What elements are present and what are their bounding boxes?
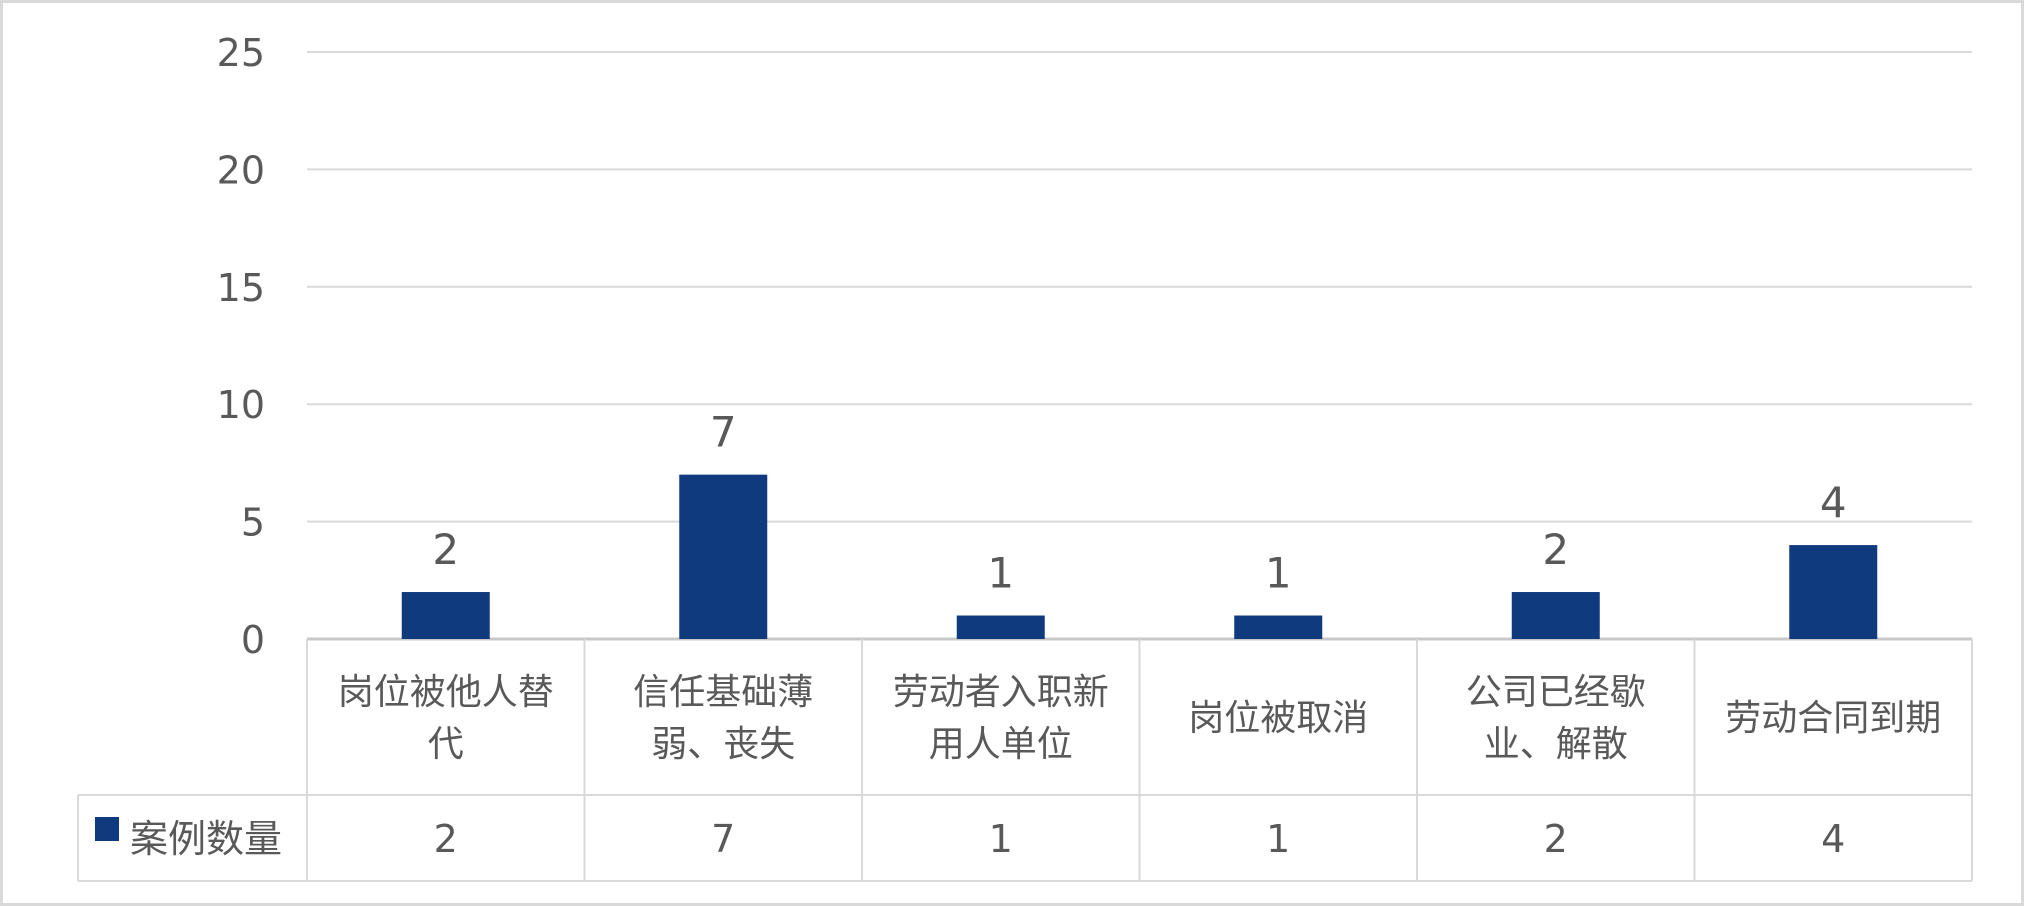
- bar: [1234, 615, 1323, 639]
- bar: [956, 615, 1045, 639]
- data-label: 1: [987, 549, 1014, 598]
- category-label: 劳动者入职新: [893, 672, 1109, 713]
- y-tick-label: 15: [217, 266, 265, 310]
- table-value: 1: [1266, 817, 1290, 861]
- y-tick-label: 10: [217, 383, 265, 427]
- category-label: 代: [428, 724, 464, 765]
- data-label: 4: [1820, 478, 1847, 527]
- y-tick-label: 5: [241, 501, 265, 545]
- bar: [401, 592, 490, 639]
- category-label: 用人单位: [929, 724, 1073, 765]
- bar: [1789, 545, 1878, 639]
- table-value: 2: [1544, 817, 1568, 861]
- legend-label: 案例数量: [130, 817, 282, 861]
- bar: [679, 474, 768, 639]
- category-label: 公司已经歇: [1466, 672, 1646, 713]
- category-label: 信任基础薄: [633, 672, 813, 713]
- legend-swatch: [95, 817, 119, 841]
- data-label: 2: [1542, 525, 1569, 574]
- y-tick-label: 20: [217, 148, 265, 192]
- table-value: 7: [711, 817, 735, 861]
- category-label: 弱、丧失: [651, 724, 795, 765]
- table-value: 2: [434, 817, 458, 861]
- category-label: 岗位被他人替: [338, 672, 554, 713]
- table-value: 4: [1821, 817, 1845, 861]
- bar: [1511, 592, 1600, 639]
- data-label: 1: [1265, 549, 1292, 598]
- category-label: 业、解散: [1484, 724, 1628, 765]
- y-tick-label: 0: [241, 618, 265, 662]
- data-label: 2: [432, 525, 459, 574]
- y-tick-label: 25: [217, 31, 265, 75]
- table-value: 1: [989, 817, 1013, 861]
- category-label: 岗位被取消: [1188, 698, 1368, 739]
- category-label: 劳动合同到期: [1725, 698, 1941, 739]
- data-label: 7: [710, 408, 737, 457]
